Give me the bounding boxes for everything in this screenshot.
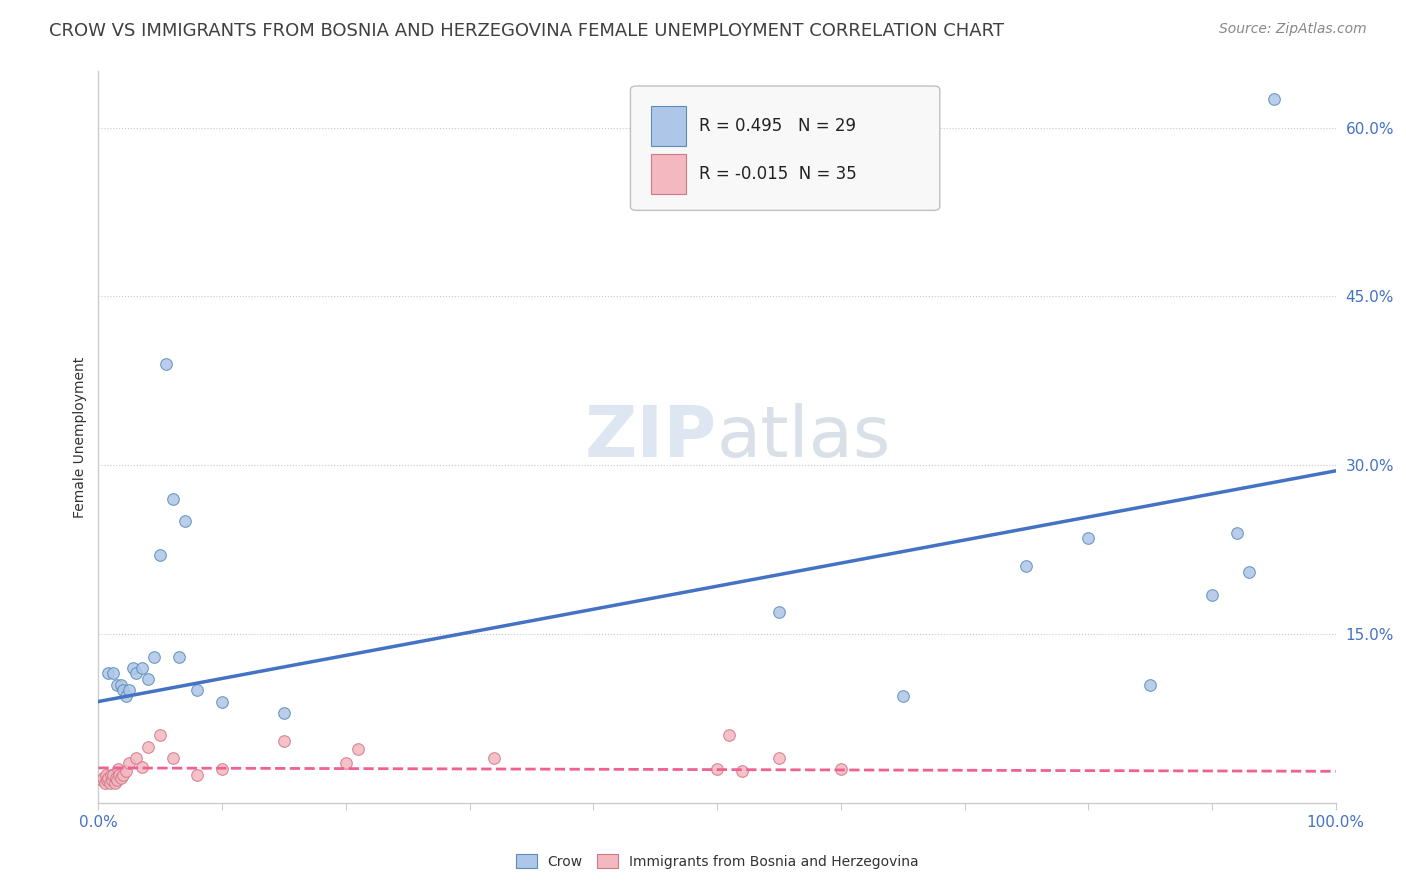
Point bbox=[149, 728, 172, 742]
Text: R = -0.015  N = 35: R = -0.015 N = 35 bbox=[699, 165, 856, 183]
FancyBboxPatch shape bbox=[630, 86, 939, 211]
Point bbox=[103, 666, 125, 681]
Point bbox=[347, 741, 370, 756]
FancyBboxPatch shape bbox=[651, 153, 686, 194]
Point bbox=[1263, 93, 1285, 107]
Point bbox=[335, 756, 357, 771]
FancyBboxPatch shape bbox=[651, 106, 686, 146]
Point bbox=[167, 649, 190, 664]
Point bbox=[718, 728, 741, 742]
Point bbox=[114, 764, 136, 779]
Point bbox=[1077, 532, 1099, 546]
Point bbox=[1015, 559, 1038, 574]
Point bbox=[112, 767, 135, 781]
Point bbox=[97, 666, 120, 681]
Point bbox=[273, 734, 295, 748]
Point bbox=[101, 773, 124, 788]
Point bbox=[211, 762, 233, 776]
Point bbox=[118, 683, 141, 698]
Legend: Crow, Immigrants from Bosnia and Herzegovina: Crow, Immigrants from Bosnia and Herzego… bbox=[516, 855, 918, 869]
Point bbox=[93, 775, 115, 789]
Point bbox=[93, 771, 115, 785]
Point bbox=[1226, 525, 1249, 540]
Point bbox=[91, 773, 114, 788]
Point bbox=[104, 771, 127, 785]
Point bbox=[103, 767, 125, 781]
Point bbox=[100, 767, 122, 781]
Y-axis label: Female Unemployment: Female Unemployment bbox=[73, 357, 87, 517]
Point bbox=[114, 689, 136, 703]
Point bbox=[105, 678, 128, 692]
Point bbox=[118, 756, 141, 771]
Point bbox=[186, 767, 208, 781]
Point bbox=[136, 672, 159, 686]
Point bbox=[124, 751, 146, 765]
Point bbox=[98, 775, 121, 789]
Point bbox=[155, 357, 177, 371]
Text: Source: ZipAtlas.com: Source: ZipAtlas.com bbox=[1219, 22, 1367, 37]
Point bbox=[162, 491, 184, 506]
Point bbox=[131, 760, 153, 774]
Point bbox=[96, 773, 118, 788]
Point bbox=[1201, 588, 1223, 602]
Point bbox=[731, 764, 754, 779]
Point bbox=[1139, 678, 1161, 692]
Point bbox=[136, 739, 159, 754]
Text: R = 0.495   N = 29: R = 0.495 N = 29 bbox=[699, 117, 855, 136]
Point bbox=[706, 762, 728, 776]
Point bbox=[830, 762, 852, 776]
Point bbox=[107, 762, 129, 776]
Point bbox=[891, 689, 914, 703]
Point bbox=[124, 666, 146, 681]
Point bbox=[143, 649, 166, 664]
Point bbox=[211, 694, 233, 708]
Point bbox=[108, 767, 131, 781]
Point bbox=[103, 775, 125, 789]
Point bbox=[94, 767, 117, 781]
Point bbox=[149, 548, 172, 562]
Point bbox=[110, 678, 132, 692]
Point bbox=[768, 751, 790, 765]
Point bbox=[186, 683, 208, 698]
Point bbox=[174, 515, 197, 529]
Point bbox=[162, 751, 184, 765]
Text: atlas: atlas bbox=[717, 402, 891, 472]
Point bbox=[768, 605, 790, 619]
Point bbox=[110, 771, 132, 785]
Text: CROW VS IMMIGRANTS FROM BOSNIA AND HERZEGOVINA FEMALE UNEMPLOYMENT CORRELATION C: CROW VS IMMIGRANTS FROM BOSNIA AND HERZE… bbox=[49, 22, 1004, 40]
Point bbox=[484, 751, 506, 765]
Point bbox=[112, 683, 135, 698]
Point bbox=[1237, 565, 1260, 579]
Text: ZIP: ZIP bbox=[585, 402, 717, 472]
Point bbox=[273, 706, 295, 720]
Point bbox=[131, 661, 153, 675]
Point bbox=[122, 661, 145, 675]
Point bbox=[105, 773, 128, 788]
Point bbox=[97, 771, 120, 785]
